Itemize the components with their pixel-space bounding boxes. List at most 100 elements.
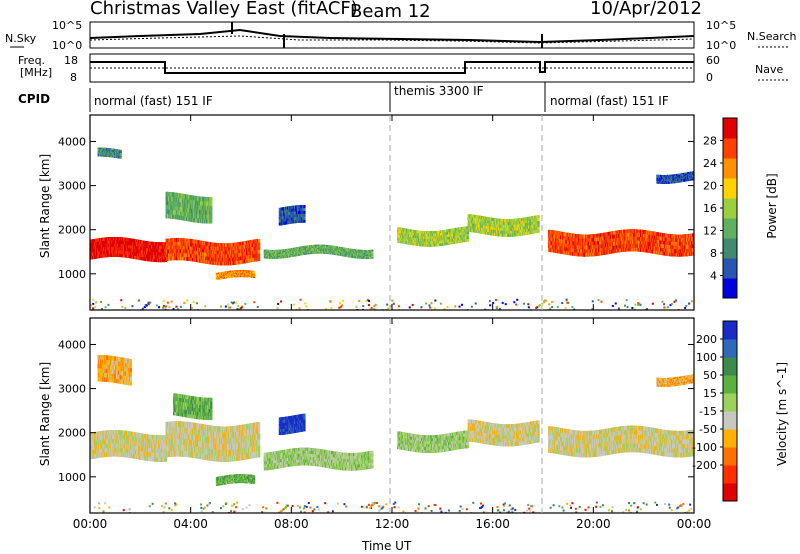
band-cell bbox=[210, 205, 213, 211]
scatter-cell bbox=[256, 305, 259, 308]
scatter-cell bbox=[638, 303, 641, 306]
scatter-cell bbox=[634, 303, 637, 306]
scatter-cell bbox=[373, 308, 376, 310]
scatter-cell bbox=[295, 308, 298, 310]
band-cell bbox=[257, 238, 261, 243]
nave-tick-bottom: 0 bbox=[706, 71, 713, 84]
scatter-cell bbox=[166, 301, 169, 304]
scatter-cell bbox=[434, 299, 437, 302]
scatter-cell bbox=[237, 304, 240, 307]
scatter-cell bbox=[374, 303, 377, 306]
scatter-cell bbox=[484, 308, 487, 310]
scatter-cell bbox=[663, 306, 666, 309]
band-cell bbox=[303, 219, 306, 223]
scatter-cell bbox=[637, 302, 640, 305]
beam-label: Beam 12 bbox=[350, 1, 431, 22]
band-cell bbox=[466, 239, 470, 242]
scatter-cell bbox=[369, 308, 372, 310]
band-cell bbox=[303, 216, 306, 220]
scatter-cell bbox=[253, 301, 256, 304]
power-heatmap bbox=[90, 147, 694, 310]
scatter-cell bbox=[688, 302, 691, 305]
scatter-cell bbox=[104, 306, 107, 309]
scatter-cell bbox=[461, 303, 464, 306]
band-cell bbox=[252, 272, 256, 274]
scatter-cell bbox=[329, 299, 332, 302]
band-cell bbox=[371, 255, 374, 258]
scatter-cell bbox=[368, 300, 371, 303]
scatter-cell bbox=[663, 303, 666, 306]
scatter-cell bbox=[172, 308, 175, 310]
freq-tick-top: 18 bbox=[64, 54, 78, 67]
scatter-cell bbox=[685, 304, 688, 307]
scatter-cell bbox=[168, 306, 171, 309]
band-cell bbox=[252, 276, 256, 279]
nsky-label: N.Sky bbox=[5, 32, 37, 45]
scatter-cell bbox=[298, 307, 301, 310]
scatter-cell bbox=[232, 301, 235, 304]
band-cell bbox=[210, 201, 213, 206]
scatter-cell bbox=[186, 299, 189, 302]
scatter-cell bbox=[324, 307, 327, 310]
scatter-cell bbox=[541, 302, 544, 305]
band-cell bbox=[210, 210, 213, 215]
scatter-cell bbox=[538, 303, 541, 306]
scatter-cell bbox=[219, 305, 222, 308]
scatter-cell bbox=[454, 305, 457, 308]
band-cell bbox=[303, 207, 306, 211]
band-cell bbox=[371, 252, 374, 255]
scatter-cell bbox=[121, 305, 124, 308]
scatter-cell bbox=[366, 298, 369, 301]
scatter-cell bbox=[373, 304, 376, 307]
scatter-cell bbox=[527, 306, 530, 309]
cpid-segment-2: themis 3300 IF bbox=[394, 84, 484, 98]
scatter-cell bbox=[666, 306, 669, 309]
scatter-cell bbox=[446, 306, 449, 309]
scatter-cell bbox=[164, 308, 167, 310]
scatter-cell bbox=[433, 307, 436, 310]
scatter-cell bbox=[516, 298, 519, 301]
scatter-cell bbox=[277, 302, 280, 305]
noise-search-trace bbox=[89, 35, 695, 44]
scatter-cell bbox=[551, 300, 554, 303]
scatter-cell bbox=[149, 301, 152, 304]
scatter-cell bbox=[145, 304, 148, 307]
scatter-cell bbox=[513, 301, 516, 304]
band-cell bbox=[466, 236, 470, 240]
scatter-cell bbox=[341, 304, 344, 307]
nsky-tick-top: 10^5 bbox=[52, 19, 83, 32]
scatter-cell bbox=[358, 299, 361, 302]
scatter-cell bbox=[95, 301, 98, 304]
scatter-cell bbox=[591, 300, 594, 303]
scatter-cell bbox=[684, 306, 687, 309]
band-cell bbox=[210, 219, 213, 224]
band-cell bbox=[119, 157, 122, 159]
scatter-cell bbox=[673, 300, 676, 303]
cpid-label: CPID bbox=[18, 92, 51, 106]
scatter-cell bbox=[155, 304, 158, 307]
scatter-cell bbox=[92, 307, 95, 310]
nsearch-tick-top: 10^5 bbox=[706, 19, 737, 32]
scatter-cell bbox=[176, 308, 179, 310]
band-cell bbox=[252, 274, 256, 276]
scatter-cell bbox=[338, 306, 341, 309]
scatter-cell bbox=[551, 305, 554, 308]
scatter-cell bbox=[230, 301, 233, 304]
scatter-cell bbox=[276, 307, 279, 310]
scatter-cell bbox=[195, 302, 198, 305]
scatter-cell bbox=[646, 308, 649, 310]
scatter-cell bbox=[386, 303, 389, 306]
band-cell bbox=[119, 154, 122, 156]
band-cell bbox=[119, 151, 122, 153]
scatter-cell bbox=[362, 304, 365, 307]
scatter-cell bbox=[639, 303, 642, 306]
scatter-cell bbox=[670, 303, 673, 306]
scatter-cell bbox=[292, 303, 295, 306]
scatter-cell bbox=[527, 303, 530, 306]
band-cell bbox=[119, 152, 122, 155]
scatter-cell bbox=[564, 306, 567, 309]
scatter-cell bbox=[387, 307, 390, 310]
scatter-cell bbox=[355, 305, 358, 308]
scatter-cell bbox=[162, 304, 165, 307]
